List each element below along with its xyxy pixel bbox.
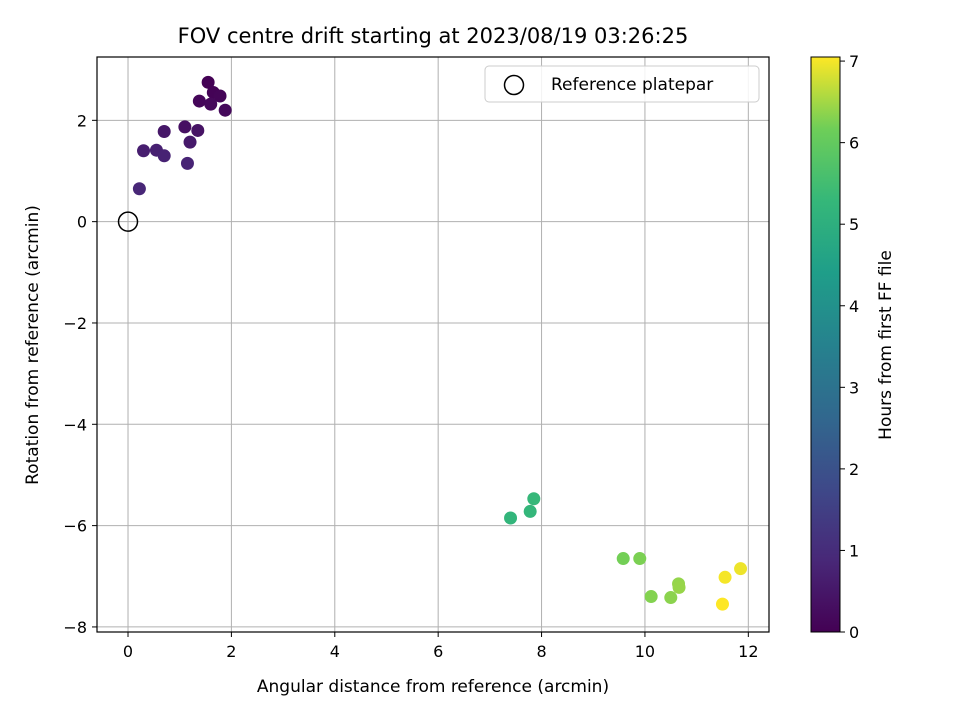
legend-entry: Reference platepar: [551, 75, 713, 95]
data-point: [664, 591, 678, 605]
x-tick-label: 8: [536, 642, 546, 661]
data-point: [715, 597, 729, 611]
x-tick-label: 6: [433, 642, 443, 661]
colorbar-tick-label: 5: [849, 215, 859, 234]
legend: Reference platepar: [484, 65, 760, 103]
y-tick-label: −8: [63, 618, 87, 637]
data-point: [132, 182, 146, 196]
data-point: [734, 562, 748, 576]
colorbar-label: Hours from first FF file: [876, 250, 896, 440]
y-tick-label: −4: [63, 415, 87, 434]
data-point: [183, 135, 197, 149]
data-point: [201, 75, 215, 89]
x-tick-label: 12: [738, 642, 758, 661]
y-tick-label: −2: [63, 314, 87, 333]
data-point: [616, 552, 630, 566]
y-tick-label: −6: [63, 517, 87, 536]
x-tick-label: 2: [226, 642, 236, 661]
data-point: [204, 97, 218, 111]
plot-frame: [96, 56, 770, 633]
data-point: [672, 580, 686, 594]
data-point: [192, 94, 206, 108]
x-axis-label: Angular distance from reference (arcmin): [257, 677, 609, 697]
data-point: [180, 156, 194, 170]
x-tick-label: 10: [635, 642, 655, 661]
data-point: [523, 504, 537, 518]
x-axis-ticks: 0 2 4 6 8 10 12: [123, 632, 759, 661]
reference-point: [117, 211, 139, 232]
data-point: [157, 149, 171, 163]
y-axis-label: Rotation from reference (arcmin): [23, 205, 43, 485]
data-point: [218, 103, 232, 117]
data-point: [718, 570, 732, 584]
colorbar-tick-label: 4: [849, 297, 859, 316]
data-point: [644, 590, 658, 604]
y-tick-label: 2: [77, 111, 87, 130]
colorbar-tick-label: 7: [849, 52, 859, 71]
data-point: [178, 120, 192, 134]
legend-marker: [503, 74, 525, 96]
y-tick-label: 0: [77, 213, 87, 232]
chart-title: FOV centre drift starting at 2023/08/19 …: [178, 24, 689, 48]
grid-lines: [97, 57, 769, 632]
colorbar: 0 1 2 3 4 5 6 7 Hours from first FF file: [810, 52, 896, 642]
colorbar-tick-label: 0: [849, 623, 859, 642]
colorbar-ticks: 0 1 2 3 4 5 6 7: [840, 52, 859, 642]
y-axis-ticks: −8 −6 −4 −2 0 2: [63, 111, 97, 637]
data-point: [633, 552, 647, 566]
x-tick-label: 4: [330, 642, 340, 661]
colorbar-tick-label: 1: [849, 541, 859, 560]
colorbar-tick-label: 3: [849, 378, 859, 397]
colorbar-gradient: [810, 56, 841, 633]
colorbar-tick-label: 6: [849, 134, 859, 153]
data-points: [132, 75, 748, 611]
data-point: [213, 89, 227, 103]
data-point: [504, 511, 518, 525]
data-point: [527, 492, 541, 506]
colorbar-tick-label: 2: [849, 460, 859, 479]
legend-box: [484, 65, 760, 103]
data-point: [157, 124, 171, 138]
x-tick-label: 0: [123, 642, 133, 661]
data-point: [137, 144, 151, 158]
data-point: [191, 123, 205, 137]
